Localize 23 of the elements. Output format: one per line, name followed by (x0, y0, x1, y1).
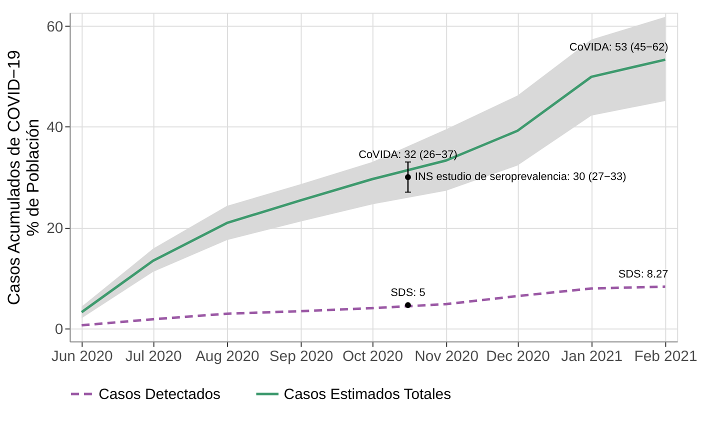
annotation: CoVIDA: 32 (26−37) (358, 149, 458, 162)
line-series (80, 58, 666, 314)
y-tick-label: 40 (46, 119, 64, 136)
y-axis-title: Casos Acumulados de COVID−19 % de Población (4, 50, 43, 306)
line-series (80, 285, 666, 327)
y-tick-label: 20 (46, 220, 64, 237)
x-tick-label: Jun 2020 (51, 348, 113, 365)
x-tick-label: Sep 2020 (269, 348, 334, 365)
legend-label: Casos Estimados Totales (284, 386, 452, 403)
annotation: INS estudio de seroprevalencia: 30 (27−33) (414, 171, 626, 184)
y-tick-label: 60 (46, 18, 64, 36)
annotation: SDS: 8.27 (618, 268, 668, 281)
x-tick-label: Jul 2020 (125, 348, 182, 365)
annotation: CoVIDA: 53 (45−62) (569, 42, 668, 54)
legend-label: Casos Detectados (98, 386, 221, 403)
x-tick-label: Jan 2021 (561, 348, 623, 365)
x-tick-label: Feb 2021 (634, 348, 698, 365)
y-tick-label: 0 (54, 320, 64, 338)
annotation: SDS: 5 (390, 287, 426, 300)
x-tick-label: Aug 2020 (195, 348, 260, 365)
x-tick-label: Nov 2020 (414, 348, 479, 365)
x-tick-label: Oct 2020 (342, 348, 404, 365)
x-tick-label: Dec 2020 (486, 348, 550, 365)
